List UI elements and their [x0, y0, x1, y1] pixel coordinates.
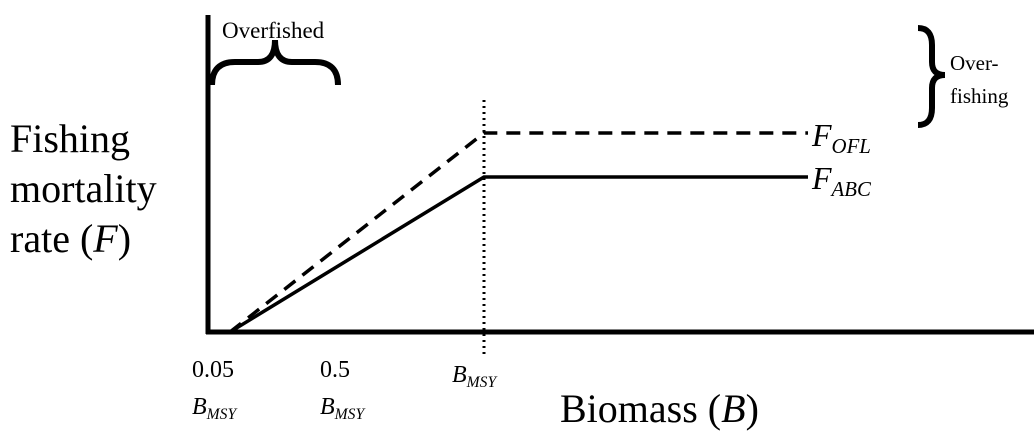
symbol: B — [320, 394, 335, 420]
overfishing-label: Over- — [950, 51, 999, 75]
x-tick-label: BMSY — [320, 394, 366, 423]
symbol: F — [811, 160, 832, 196]
y-axis-label: mortality — [10, 166, 157, 211]
x-tick-label: BMSY — [192, 394, 238, 423]
subscript: MSY — [334, 406, 367, 423]
y-axis-label: Fishing — [10, 116, 130, 161]
y-axis-label: rate (F) — [10, 216, 131, 261]
variable: B — [721, 386, 745, 431]
text: Biomass ( — [560, 386, 721, 431]
f-ofl-label: FOFL — [811, 117, 871, 158]
x-tick-label: 0.5 — [320, 357, 350, 383]
f-abc-label: FABC — [811, 160, 872, 201]
x-tick-label: BMSY — [452, 362, 498, 391]
overfishing-brace — [917, 25, 946, 128]
symbol: B — [192, 394, 207, 420]
overfishing-label: fishing — [950, 84, 1009, 108]
subscript: OFL — [832, 135, 871, 158]
x-axis-label: Biomass (B) — [560, 386, 759, 431]
subscript: MSY — [466, 374, 499, 391]
symbol: F — [811, 117, 832, 153]
text: ) — [118, 216, 131, 261]
x-tick-label: 0.05 — [192, 357, 234, 383]
symbol: B — [452, 362, 467, 388]
f-abc-line — [229, 175, 808, 334]
f-ofl-line — [228, 131, 808, 334]
subscript: MSY — [206, 406, 239, 423]
overfished-brace — [209, 39, 341, 86]
variable: F — [92, 216, 118, 261]
text: rate ( — [10, 216, 93, 261]
text: ) — [746, 386, 759, 431]
overfished-label: Overfished — [222, 18, 325, 43]
subscript: ABC — [830, 178, 872, 201]
